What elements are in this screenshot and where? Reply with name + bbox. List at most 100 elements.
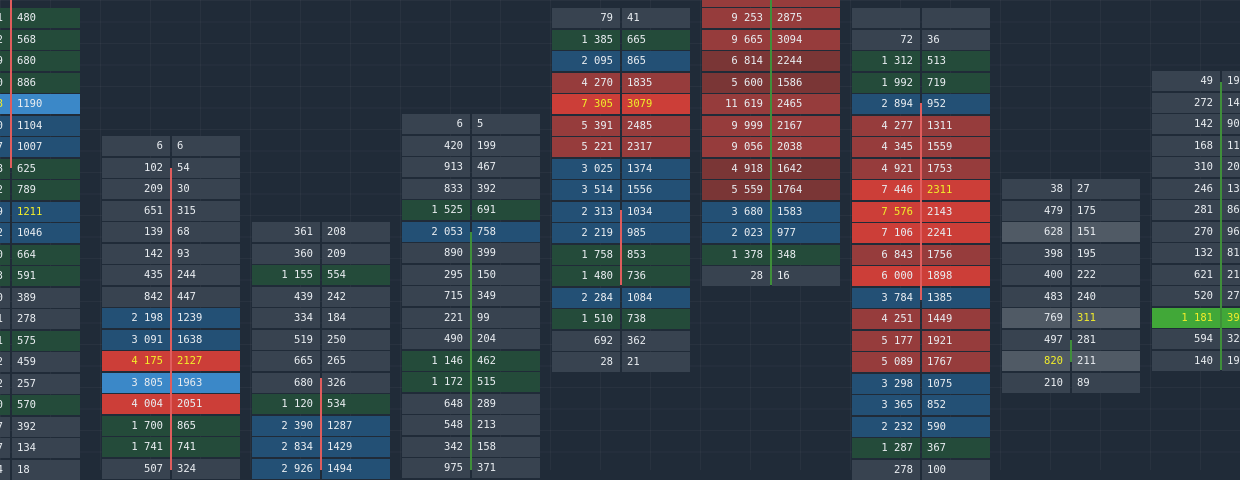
ask-volume-cell: 209 (322, 243, 390, 264)
bid-volume-cell: 439 (252, 286, 320, 307)
bid-volume-cell: 6 814 (702, 51, 770, 72)
ask-volume-cell: 86 (1222, 200, 1240, 221)
ask-volume-cell: 852 (922, 395, 990, 416)
candle-wick (920, 103, 922, 300)
bid-volume-cell: 139 (102, 222, 170, 243)
bid-volume-cell: 479 (1002, 200, 1070, 221)
bid-volume-cell: 3 025 (552, 158, 620, 179)
ask-volume-cell: 1494 (322, 458, 390, 479)
ask-volume-cell: 222 (1072, 265, 1140, 286)
bid-volume-cell: 651 (102, 200, 170, 221)
ask-volume-cell: 886 (12, 72, 80, 93)
bid-volume-cell: 300 (0, 287, 10, 308)
bid-volume-cell: 715 (402, 286, 470, 307)
bid-volume-cell: 2 284 (552, 287, 620, 308)
bid-volume-cell: 1 287 (852, 438, 920, 459)
bid-volume-cell: 9 665 (702, 29, 770, 50)
ask-volume-cell: 265 (322, 351, 390, 372)
bid-volume-cell: 4 345 (852, 137, 920, 158)
bid-volume-cell: 334 (252, 308, 320, 329)
ask-volume-cell: 30 (172, 179, 240, 200)
ask-volume-cell: 257 (12, 373, 80, 394)
bid-volume-cell: 3 784 (852, 287, 920, 308)
bid-volume-cell: 833 (402, 178, 470, 199)
candle-wick (170, 168, 172, 470)
bid-volume-cell: 820 (1002, 351, 1070, 372)
ask-volume-cell: 1835 (622, 72, 690, 93)
bid-volume-cell: 6 (102, 136, 170, 157)
ask-volume-cell: 19 (1222, 350, 1240, 371)
ask-volume-cell: 289 (472, 393, 540, 414)
candle-wick (770, 0, 772, 285)
ask-volume-cell: 158 (472, 436, 540, 457)
ask-volume-cell: 324 (172, 458, 240, 479)
bid-volume-cell: 400 (1002, 265, 1070, 286)
bid-volume-cell (702, 0, 770, 7)
ask-volume-cell: 27 (1222, 286, 1240, 307)
bid-volume-cell: 1 312 (852, 51, 920, 72)
bid-volume-cell: 621 (1152, 264, 1220, 285)
bid-volume-cell: 972 (0, 352, 10, 373)
ask-volume-cell: 1239 (172, 308, 240, 329)
ask-volume-cell: 175 (1072, 200, 1140, 221)
bid-volume-cell: 480 (0, 395, 10, 416)
bid-volume-cell: 2 219 (552, 223, 620, 244)
bid-volume-cell: 1 378 (702, 244, 770, 265)
ask-volume-cell: 250 (322, 329, 390, 350)
bid-volume-cell: 337 (0, 137, 10, 158)
bid-volume-cell: 1 146 (402, 350, 470, 371)
ask-volume-cell: 789 (12, 180, 80, 201)
bid-volume-cell: 490 (402, 329, 470, 350)
ask-volume-cell: 362 (622, 330, 690, 351)
bid-volume-cell: 571 (0, 309, 10, 330)
ask-volume-cell: 2485 (622, 115, 690, 136)
bid-volume-cell: 9 999 (702, 115, 770, 136)
ask-volume-cell: 211 (1072, 351, 1140, 372)
bid-volume-cell: 5 177 (852, 330, 920, 351)
ask-volume-cell: 1764 (772, 180, 840, 201)
ask-volume-cell: 952 (922, 94, 990, 115)
ask-volume-cell: 2465 (772, 94, 840, 115)
ask-volume-cell: 54 (172, 157, 240, 178)
bid-volume-cell: 242 (0, 223, 10, 244)
bid-volume-cell: 140 (1152, 350, 1220, 371)
bid-volume-cell: 272 (1152, 92, 1220, 113)
bid-volume-cell: 1 120 (252, 394, 320, 415)
ask-volume-cell: 1385 (922, 287, 990, 308)
ask-volume-cell: 719 (922, 72, 990, 93)
bid-volume-cell: 1 172 (402, 372, 470, 393)
bid-volume-cell: 1 480 (552, 266, 620, 287)
ask-volume-cell: 1583 (772, 201, 840, 222)
bid-volume-cell: 3 514 (552, 180, 620, 201)
bid-volume-cell: 507 (102, 458, 170, 479)
ask-volume-cell: 534 (322, 394, 390, 415)
ask-volume-cell: 1642 (772, 158, 840, 179)
bid-volume-cell: 443 (0, 266, 10, 287)
ask-volume-cell: 392 (472, 178, 540, 199)
ask-volume-cell: 2038 (772, 137, 840, 158)
bid-volume-cell: 2 390 (252, 415, 320, 436)
bid-volume-cell: 1 700 (102, 415, 170, 436)
ask-volume-cell: 1963 (172, 372, 240, 393)
bid-volume-cell: 361 (252, 222, 320, 243)
bid-volume-cell: 7 576 (852, 201, 920, 222)
ask-volume-cell: 853 (622, 244, 690, 265)
ask-volume-cell: 2241 (922, 223, 990, 244)
ask-volume-cell: 240 (1072, 286, 1140, 307)
bid-volume-cell: 6 000 (852, 266, 920, 287)
bid-volume-cell: 1 181 (1152, 307, 1220, 328)
bid-volume-cell: 49 (1152, 71, 1220, 92)
bid-volume-cell: 2 053 (402, 221, 470, 242)
bid-volume-cell: 4 921 (852, 158, 920, 179)
bid-volume-cell: 3 680 (702, 201, 770, 222)
bid-volume-cell: 4 004 (102, 394, 170, 415)
ask-volume-cell: 349 (472, 286, 540, 307)
ask-volume-cell: 371 (472, 458, 540, 479)
bid-volume-cell: 483 (1002, 286, 1070, 307)
bid-volume-cell: 240 (0, 115, 10, 136)
bid-volume-cell: 842 (102, 286, 170, 307)
ask-volume-cell: 96 (1222, 221, 1240, 242)
bid-volume-cell: 38 (1002, 179, 1070, 200)
